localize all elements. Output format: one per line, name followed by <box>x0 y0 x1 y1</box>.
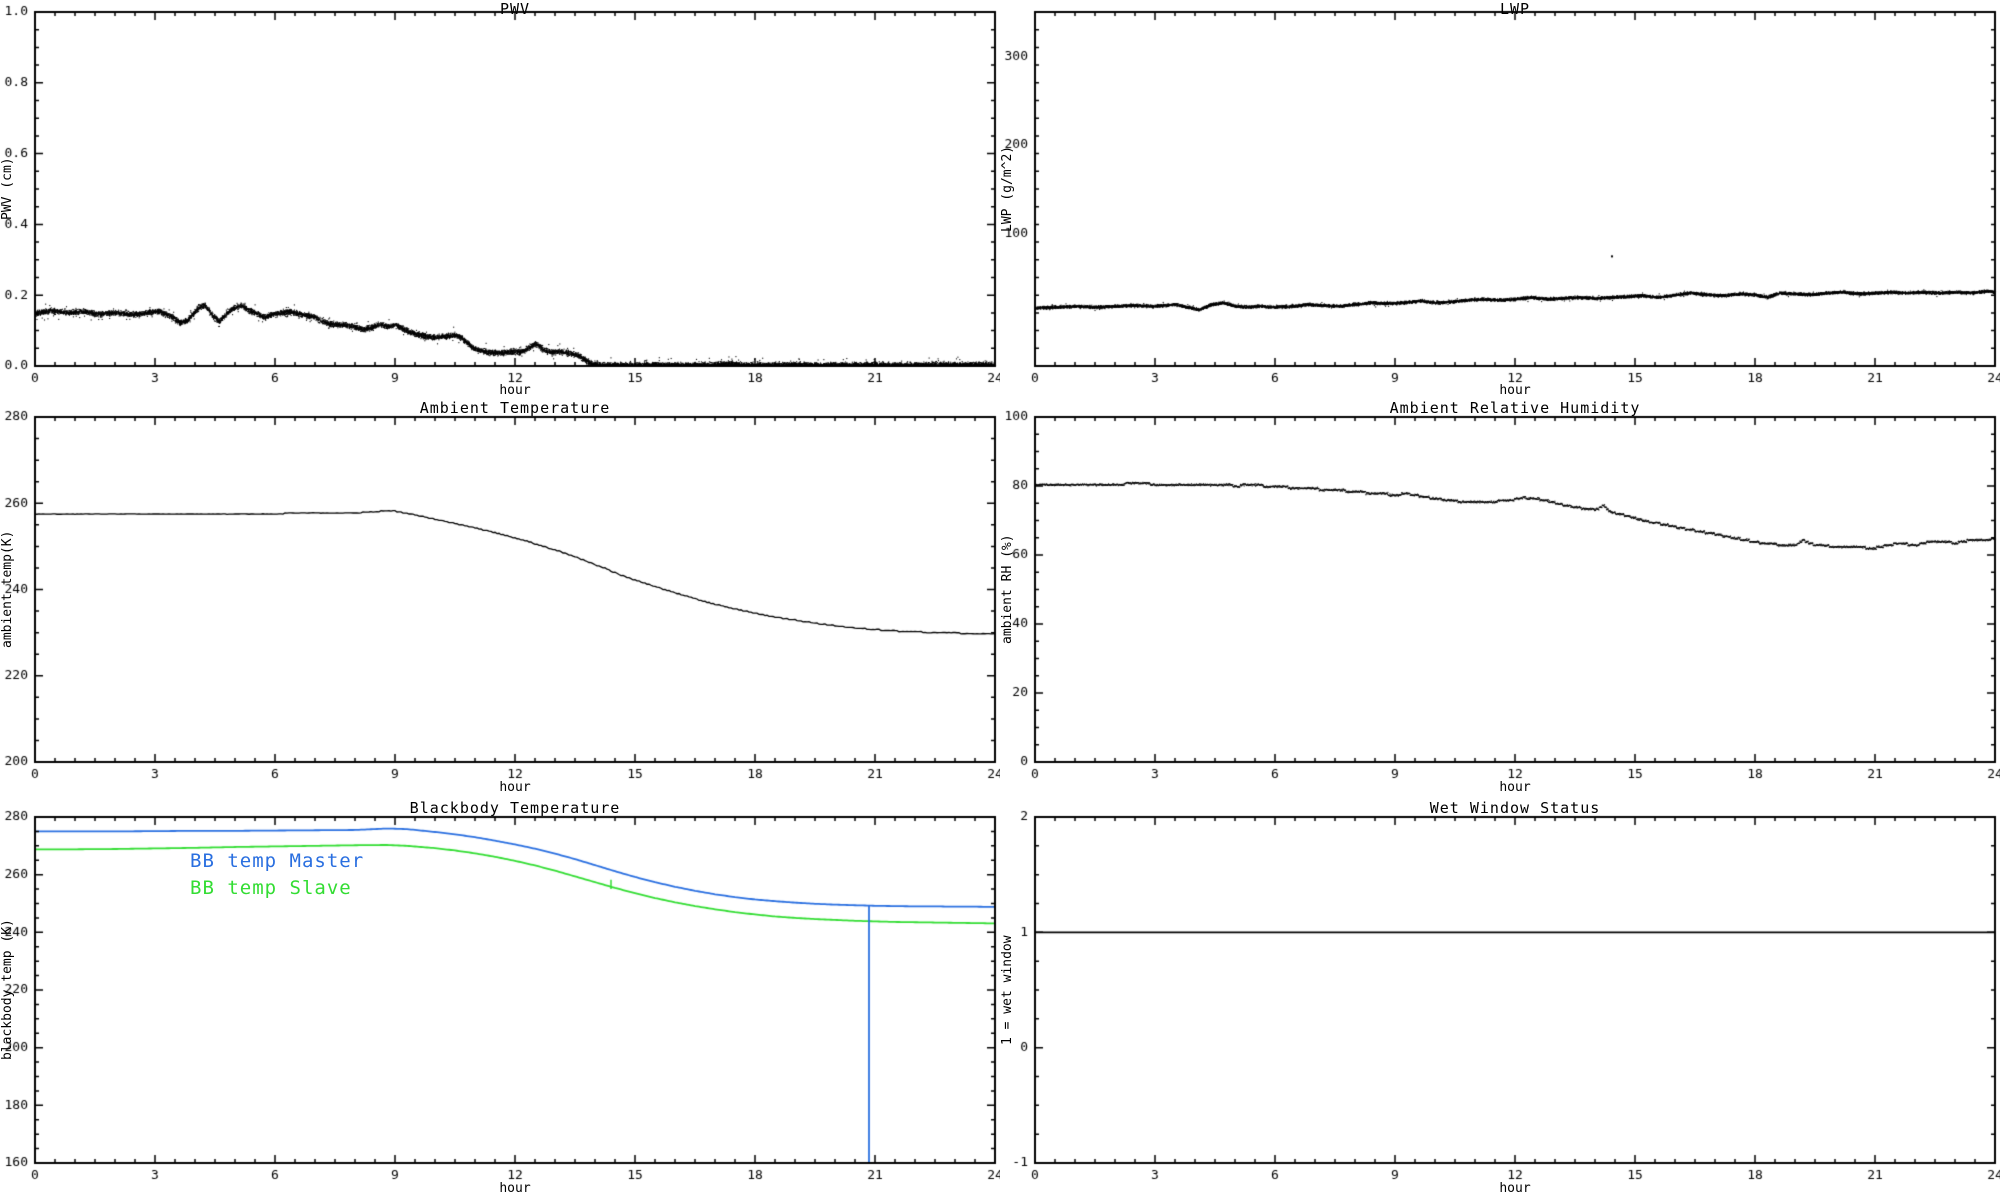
ambient-relative-humidity-y-axis-label: ambient RH (%) <box>1000 534 1015 645</box>
pwv-title: PWV <box>499 0 531 18</box>
blackbody-legend: BB temp Master BB temp Slave <box>190 848 364 902</box>
wet-window-status-title: Wet Window Status <box>1429 799 1601 817</box>
blackbody-temperature-x-axis-label: hour <box>499 1181 531 1196</box>
blackbody-temperature-chart-canvas <box>0 800 1000 1200</box>
pwv-x-axis-label: hour <box>499 383 531 398</box>
ambient-temperature-title: Ambient Temperature <box>419 399 611 417</box>
wet-window-status-x-axis-label: hour <box>1499 1181 1531 1196</box>
lwp-y-axis-label: LWP (g/m^2) <box>1000 145 1015 233</box>
ambient-relative-humidity-chart-canvas <box>1000 400 2000 800</box>
pwv-chart-canvas <box>0 0 1000 400</box>
wet-window-status-chart-canvas <box>1000 800 2000 1200</box>
blackbody-temperature-title: Blackbody Temperature <box>409 799 621 817</box>
ambient-relative-humidity-x-axis-label: hour <box>1499 780 1531 795</box>
ambient-temperature-y-axis-label: ambient temp(K) <box>0 530 15 649</box>
blackbody-temperature-y-axis-label: blackbody temp (K) <box>0 919 15 1061</box>
ambient-relative-humidity-title: Ambient Relative Humidity <box>1389 399 1641 417</box>
legend-bb-temp-master: BB temp Master <box>190 850 365 872</box>
wet-window-status-y-axis-label: 1 = wet window <box>1000 935 1015 1045</box>
lwp-chart-canvas <box>1000 0 2000 400</box>
pwv-y-axis-label: PWV (cm) <box>0 157 15 221</box>
ambient-temperature-chart-canvas <box>0 400 1000 800</box>
legend-bb-temp-slave: BB temp Slave <box>190 877 352 899</box>
lwp-x-axis-label: hour <box>1499 383 1531 398</box>
lwp-title: LWP <box>1499 0 1531 18</box>
ambient-temperature-x-axis-label: hour <box>499 780 531 795</box>
